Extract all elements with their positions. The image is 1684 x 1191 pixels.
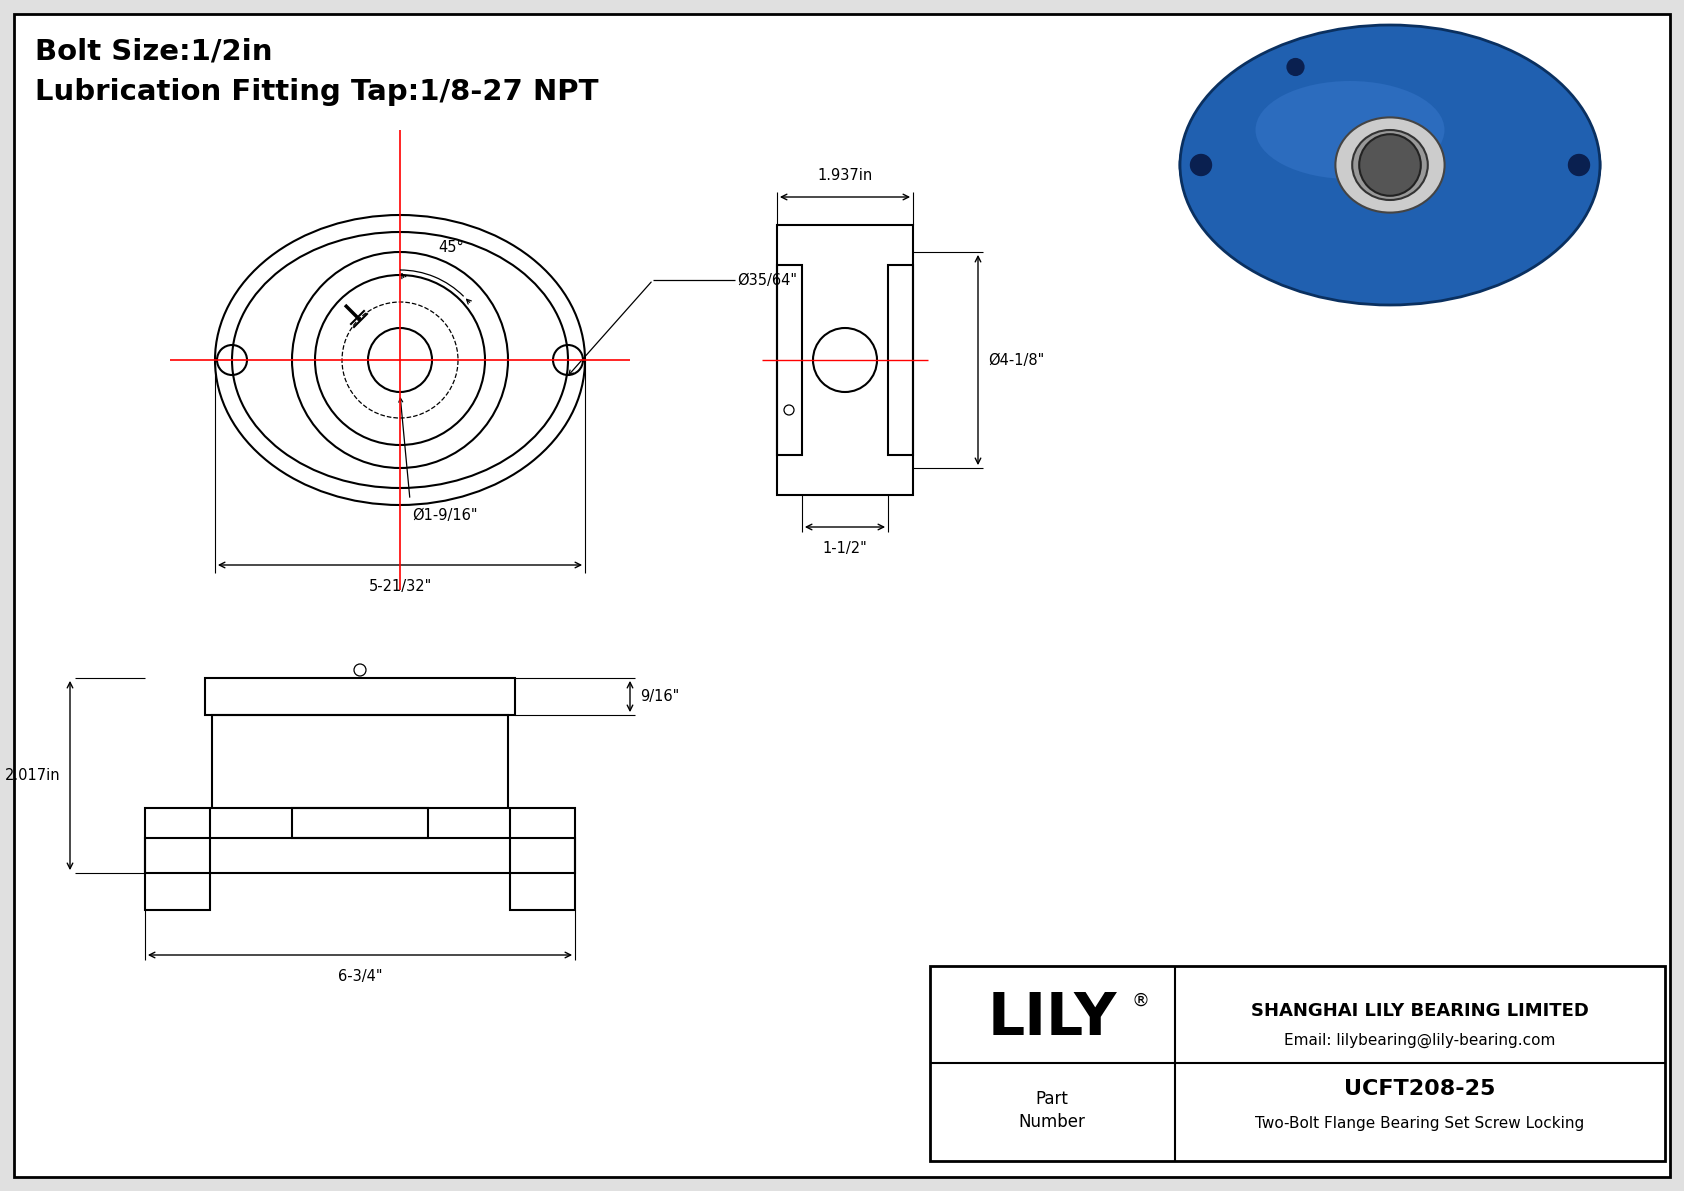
Text: Ø1-9/16": Ø1-9/16"	[413, 509, 478, 523]
Text: Part: Part	[1036, 1090, 1068, 1108]
Text: Bolt Size:1/2in: Bolt Size:1/2in	[35, 38, 273, 66]
Ellipse shape	[1558, 133, 1600, 197]
Text: Two-Bolt Flange Bearing Set Screw Locking: Two-Bolt Flange Bearing Set Screw Lockin…	[1255, 1116, 1585, 1131]
Text: UCFT208-25: UCFT208-25	[1344, 1079, 1495, 1099]
Bar	[291, 807, 428, 838]
Bar	[776, 225, 913, 495]
Text: Ø4-1/8": Ø4-1/8"	[989, 353, 1044, 368]
Text: 5-21/32": 5-21/32"	[369, 579, 431, 594]
Text: Email: lilybearing@lily-bearing.com: Email: lilybearing@lily-bearing.com	[1285, 1033, 1556, 1048]
Text: Lubrication Fitting Tap:1/8-27 NPT: Lubrication Fitting Tap:1/8-27 NPT	[35, 77, 598, 106]
Ellipse shape	[1180, 25, 1600, 305]
Text: 45°: 45°	[438, 241, 463, 256]
Text: 1-1/2": 1-1/2"	[822, 541, 867, 556]
Circle shape	[1287, 58, 1303, 75]
Ellipse shape	[1256, 81, 1445, 179]
Bar	[212, 715, 509, 807]
Circle shape	[1191, 155, 1211, 175]
Text: Ø35/64": Ø35/64"	[738, 273, 797, 287]
Text: 6-3/4": 6-3/4"	[338, 969, 382, 984]
Ellipse shape	[1180, 133, 1223, 197]
Text: Number: Number	[1019, 1114, 1086, 1131]
Text: 2.017in: 2.017in	[5, 768, 61, 782]
Circle shape	[1568, 155, 1590, 175]
Text: 9/16": 9/16"	[640, 690, 679, 704]
Bar	[510, 807, 574, 910]
Text: ®: ®	[1132, 992, 1148, 1010]
Bar	[887, 266, 913, 455]
Bar	[776, 266, 802, 455]
Text: SHANGHAI LILY BEARING LIMITED: SHANGHAI LILY BEARING LIMITED	[1251, 1002, 1590, 1019]
Bar	[145, 838, 574, 873]
Bar	[930, 966, 1665, 1161]
Text: LILY: LILY	[987, 990, 1116, 1047]
Ellipse shape	[1273, 46, 1319, 88]
Bar	[145, 807, 210, 910]
Bar	[205, 678, 515, 715]
Text: 1.937in: 1.937in	[817, 168, 872, 183]
Ellipse shape	[1352, 130, 1428, 200]
Circle shape	[1359, 135, 1421, 195]
Ellipse shape	[1335, 118, 1445, 213]
